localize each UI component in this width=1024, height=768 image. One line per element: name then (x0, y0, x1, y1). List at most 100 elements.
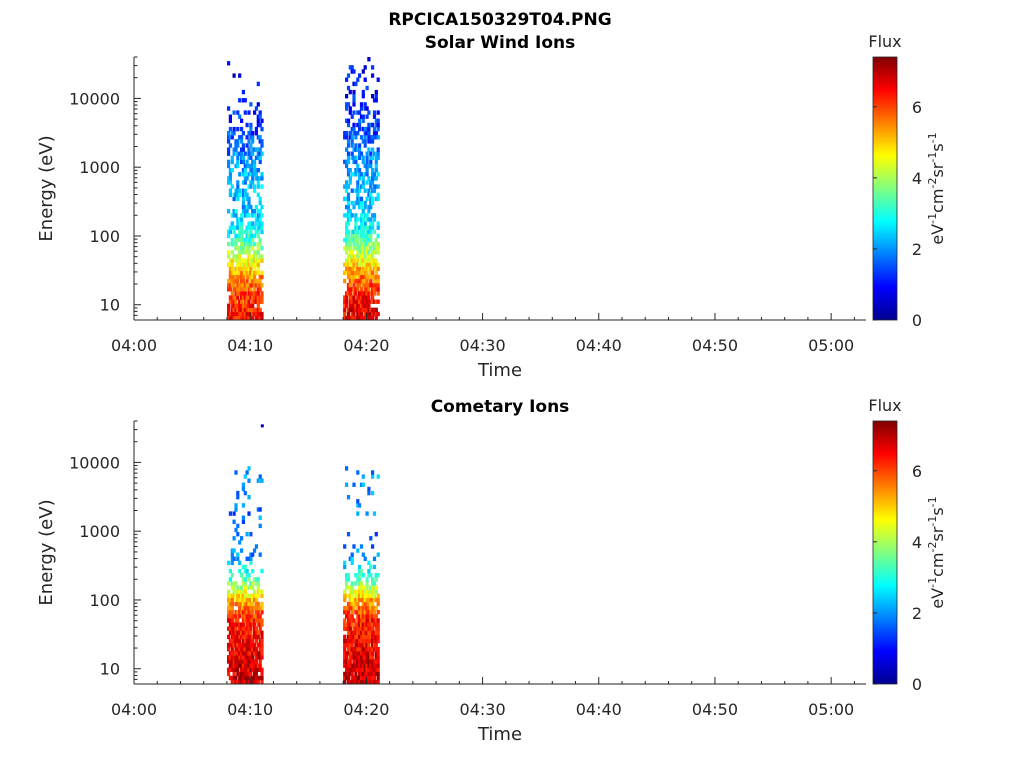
heatmap-cell (345, 246, 349, 251)
heatmap-cell (251, 172, 255, 177)
heatmap-cell (227, 560, 231, 566)
heatmap-cell (343, 159, 347, 165)
heatmap-cell (238, 307, 242, 313)
heatmap-cell (367, 266, 371, 271)
heatmap-cell (346, 209, 351, 214)
heatmap-cell (251, 311, 255, 317)
heatmap-cell (238, 311, 242, 317)
heatmap-cell (251, 233, 255, 239)
heatmap-cell (238, 287, 242, 292)
heatmap-cell (232, 131, 236, 136)
heatmap-cell (374, 573, 378, 578)
heatmap-cell (352, 233, 356, 239)
heatmap-cell (354, 246, 358, 251)
heatmap-cell (240, 675, 244, 681)
heatmap-cell (361, 155, 365, 160)
heatmap-cell (228, 610, 232, 615)
heatmap-cell (372, 593, 377, 598)
heatmap-cell (236, 283, 240, 288)
heatmap-cell (238, 258, 242, 263)
heatmap-cell (348, 241, 352, 247)
heatmap-cell (227, 311, 231, 317)
unit-exponent: -2 (926, 542, 939, 553)
heatmap-cell (361, 114, 365, 119)
heatmap-cell (369, 618, 373, 623)
heatmap-cell (245, 634, 249, 640)
heatmap-cell (258, 659, 262, 664)
heatmap-cell (358, 110, 362, 115)
heatmap-cell (350, 172, 354, 177)
heatmap-cell (234, 147, 238, 152)
heatmap-cell (230, 622, 234, 627)
heatmap-cell (238, 638, 242, 644)
heatmap-cell (365, 610, 369, 615)
heatmap-cell (367, 287, 371, 292)
x-tick-label: 04:10 (227, 700, 273, 719)
heatmap-cell (234, 258, 238, 263)
heatmap-cell (376, 283, 380, 288)
heatmap-cell (372, 647, 377, 652)
x-tick-label: 04:00 (111, 700, 157, 719)
heatmap-cell (363, 221, 367, 226)
figure-title: RPCICA150329T04.PNG (388, 10, 611, 30)
heatmap-cell (356, 278, 360, 284)
heatmap-cell (228, 667, 232, 672)
heatmap-cell (238, 73, 242, 78)
heatmap-cell (372, 287, 377, 292)
heatmap-cell (376, 196, 380, 202)
heatmap-cell (352, 237, 356, 243)
heatmap-cell (376, 184, 380, 189)
heatmap-cell (350, 200, 354, 206)
heatmap-cell (346, 307, 351, 313)
heatmap-cell (256, 233, 260, 239)
heatmap-cell (232, 626, 236, 631)
heatmap-cell (354, 143, 358, 148)
heatmap-cell (367, 593, 371, 598)
heatmap-cell (361, 303, 365, 308)
heatmap-cell (367, 647, 371, 652)
heatmap-cell (251, 221, 255, 226)
heatmap-cell (240, 246, 244, 251)
heatmap-cell (247, 577, 251, 582)
heatmap-cell (367, 618, 371, 623)
heatmap-cell (241, 601, 245, 607)
heatmap-cell (256, 270, 260, 276)
heatmap-cell (241, 303, 245, 308)
heatmap-cell (356, 630, 360, 635)
heatmap-cell (374, 577, 378, 582)
heatmap-cell (354, 601, 358, 607)
heatmap-cell (243, 163, 247, 169)
heatmap-cell (369, 266, 373, 271)
heatmap-cell (371, 618, 375, 623)
heatmap-cell (343, 237, 347, 243)
unit-symbol: s (928, 507, 947, 515)
heatmap-cell (238, 274, 242, 280)
heatmap-cell (363, 610, 367, 615)
heatmap-cell (256, 118, 260, 123)
heatmap-cell (369, 585, 373, 590)
heatmap-cell (369, 278, 373, 284)
heatmap-cell (256, 303, 260, 308)
heatmap-cell (367, 675, 371, 681)
heatmap-cell (359, 233, 364, 239)
y-tick-label: 10000 (69, 89, 120, 108)
heatmap-cell (359, 299, 364, 304)
heatmap-cell (234, 209, 238, 214)
heatmap-cell (245, 311, 249, 317)
heatmap-cell (234, 622, 238, 627)
heatmap-cell (354, 630, 358, 635)
heatmap-cell (371, 655, 375, 660)
heatmap-cell (361, 597, 365, 603)
heatmap-cell (350, 630, 354, 635)
heatmap-cell (230, 605, 234, 611)
heatmap-cell (240, 159, 244, 165)
heatmap-cell (376, 250, 380, 255)
heatmap-cell (367, 486, 371, 492)
heatmap-cell (240, 135, 244, 140)
heatmap-cell (251, 618, 255, 623)
heatmap-cell (260, 151, 264, 156)
heatmap-cell (247, 651, 251, 656)
heatmap-cell (365, 274, 369, 280)
heatmap-cell (371, 490, 375, 496)
heatmap-cell (343, 589, 347, 594)
